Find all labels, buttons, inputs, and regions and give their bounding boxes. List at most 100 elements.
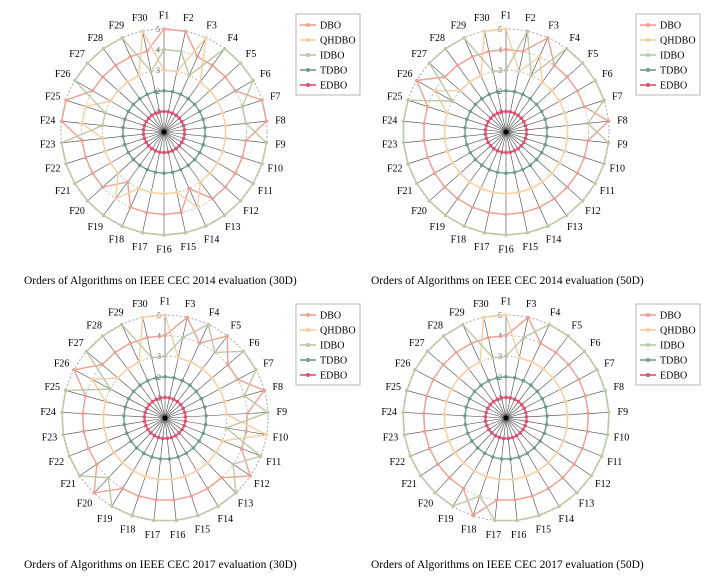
data-point-idbo	[238, 199, 243, 203]
data-point-edbo	[495, 149, 500, 153]
radar-spoke	[420, 417, 507, 477]
data-point-qhdbo	[116, 171, 120, 176]
category-label: F29	[109, 21, 125, 32]
chart-title: Orders of Algorithms on IEEE CEC 2014 ev…	[24, 275, 297, 287]
data-point-qhdbo	[80, 121, 84, 126]
category-label: F23	[40, 140, 56, 151]
data-point-tdbo	[487, 167, 492, 172]
category-label: F27	[409, 338, 425, 349]
data-point-qhdbo	[523, 474, 528, 479]
data-point-qhdbo	[223, 136, 228, 141]
data-point-qhdbo	[504, 313, 508, 317]
data-point-dbo	[552, 63, 557, 68]
category-label: F11	[258, 186, 273, 197]
data-point-idbo	[593, 78, 598, 83]
data-point-tdbo	[504, 171, 508, 175]
data-point-dbo	[80, 138, 84, 143]
category-label: F27	[69, 49, 85, 60]
data-point-dbo	[455, 196, 460, 201]
data-point-tdbo	[145, 167, 150, 172]
legend-entry: IDBO	[660, 51, 684, 62]
data-point-edbo	[146, 116, 151, 121]
data-point-qhdbo	[112, 450, 116, 455]
data-point-edbo	[156, 435, 161, 440]
data-point-idbo	[196, 513, 200, 518]
category-label: F13	[579, 498, 595, 509]
data-point-edbo	[524, 415, 529, 419]
category-label: F29	[451, 21, 467, 32]
chart-title: Orders of Algorithms on IEEE CEC 2017 ev…	[371, 559, 644, 571]
data-point-idbo	[152, 518, 156, 523]
data-point-qhdbo	[565, 136, 570, 141]
category-label: F10	[267, 164, 283, 175]
category-label: F16	[498, 245, 514, 256]
data-point-edbo	[157, 150, 162, 154]
data-point-dbo	[565, 75, 570, 79]
data-point-qhdbo	[169, 477, 174, 482]
legend-marker	[306, 313, 310, 317]
data-point-edbo	[181, 406, 186, 411]
data-point-qhdbo	[103, 149, 108, 153]
data-point-dbo	[264, 119, 269, 124]
data-point-idbo	[462, 36, 466, 40]
data-point-tdbo	[134, 446, 139, 450]
radar-spoke	[121, 131, 165, 227]
data-point-idbo	[537, 513, 541, 518]
radar-spoke	[505, 390, 606, 419]
radar-center	[503, 129, 509, 135]
data-point-qhdbo	[103, 399, 108, 404]
category-label: F4	[550, 307, 561, 318]
data-point-edbo	[483, 132, 488, 136]
data-point-dbo	[427, 446, 432, 451]
data-point-edbo	[504, 150, 508, 155]
radar-spoke	[505, 31, 528, 133]
data-point-qhdbo	[215, 99, 220, 103]
data-point-tdbo	[504, 375, 508, 379]
data-point-dbo	[187, 186, 191, 191]
radar-spoke	[505, 131, 609, 144]
legend-marker	[646, 68, 650, 72]
data-point-edbo	[514, 433, 519, 438]
data-point-dbo	[128, 205, 133, 210]
data-point-edbo	[146, 143, 151, 148]
category-label: F16	[156, 245, 172, 256]
category-label: F30	[473, 299, 489, 310]
category-label: F5	[588, 49, 599, 60]
radar-spoke	[163, 120, 267, 133]
legend-box	[635, 303, 701, 386]
data-point-idbo	[575, 490, 579, 495]
category-label: F14	[559, 514, 575, 525]
data-point-dbo	[586, 411, 591, 416]
data-point-edbo	[521, 427, 525, 432]
radar-spoke	[163, 131, 254, 184]
data-point-idbo	[599, 454, 604, 458]
category-label: F11	[607, 457, 622, 468]
data-point-dbo	[245, 411, 250, 416]
category-label: F10	[273, 432, 289, 443]
data-point-idbo	[443, 46, 448, 51]
data-point-qhdbo	[504, 27, 508, 31]
data-point-tdbo	[539, 109, 544, 114]
data-point-dbo	[163, 333, 167, 338]
data-point-tdbo	[126, 150, 131, 155]
category-label: F23	[382, 140, 398, 151]
data-point-idbo	[179, 49, 183, 54]
data-point-qhdbo	[446, 439, 451, 443]
legend-marker	[646, 313, 650, 317]
data-point-idbo	[433, 490, 437, 495]
data-point-idbo	[101, 46, 106, 51]
data-point-edbo	[149, 431, 153, 435]
data-point-qhdbo	[557, 161, 562, 165]
data-point-dbo	[442, 75, 447, 79]
data-point-edbo	[162, 150, 166, 155]
category-label: F20	[77, 498, 93, 509]
data-point-dbo	[567, 362, 571, 367]
radar-spoke	[164, 417, 219, 507]
data-point-qhdbo	[443, 426, 447, 430]
data-point-dbo	[233, 89, 238, 93]
data-point-tdbo	[512, 89, 517, 94]
data-point-edbo	[488, 402, 493, 407]
data-point-tdbo	[153, 170, 158, 175]
data-point-idbo	[140, 230, 145, 235]
data-point-edbo	[504, 109, 508, 114]
